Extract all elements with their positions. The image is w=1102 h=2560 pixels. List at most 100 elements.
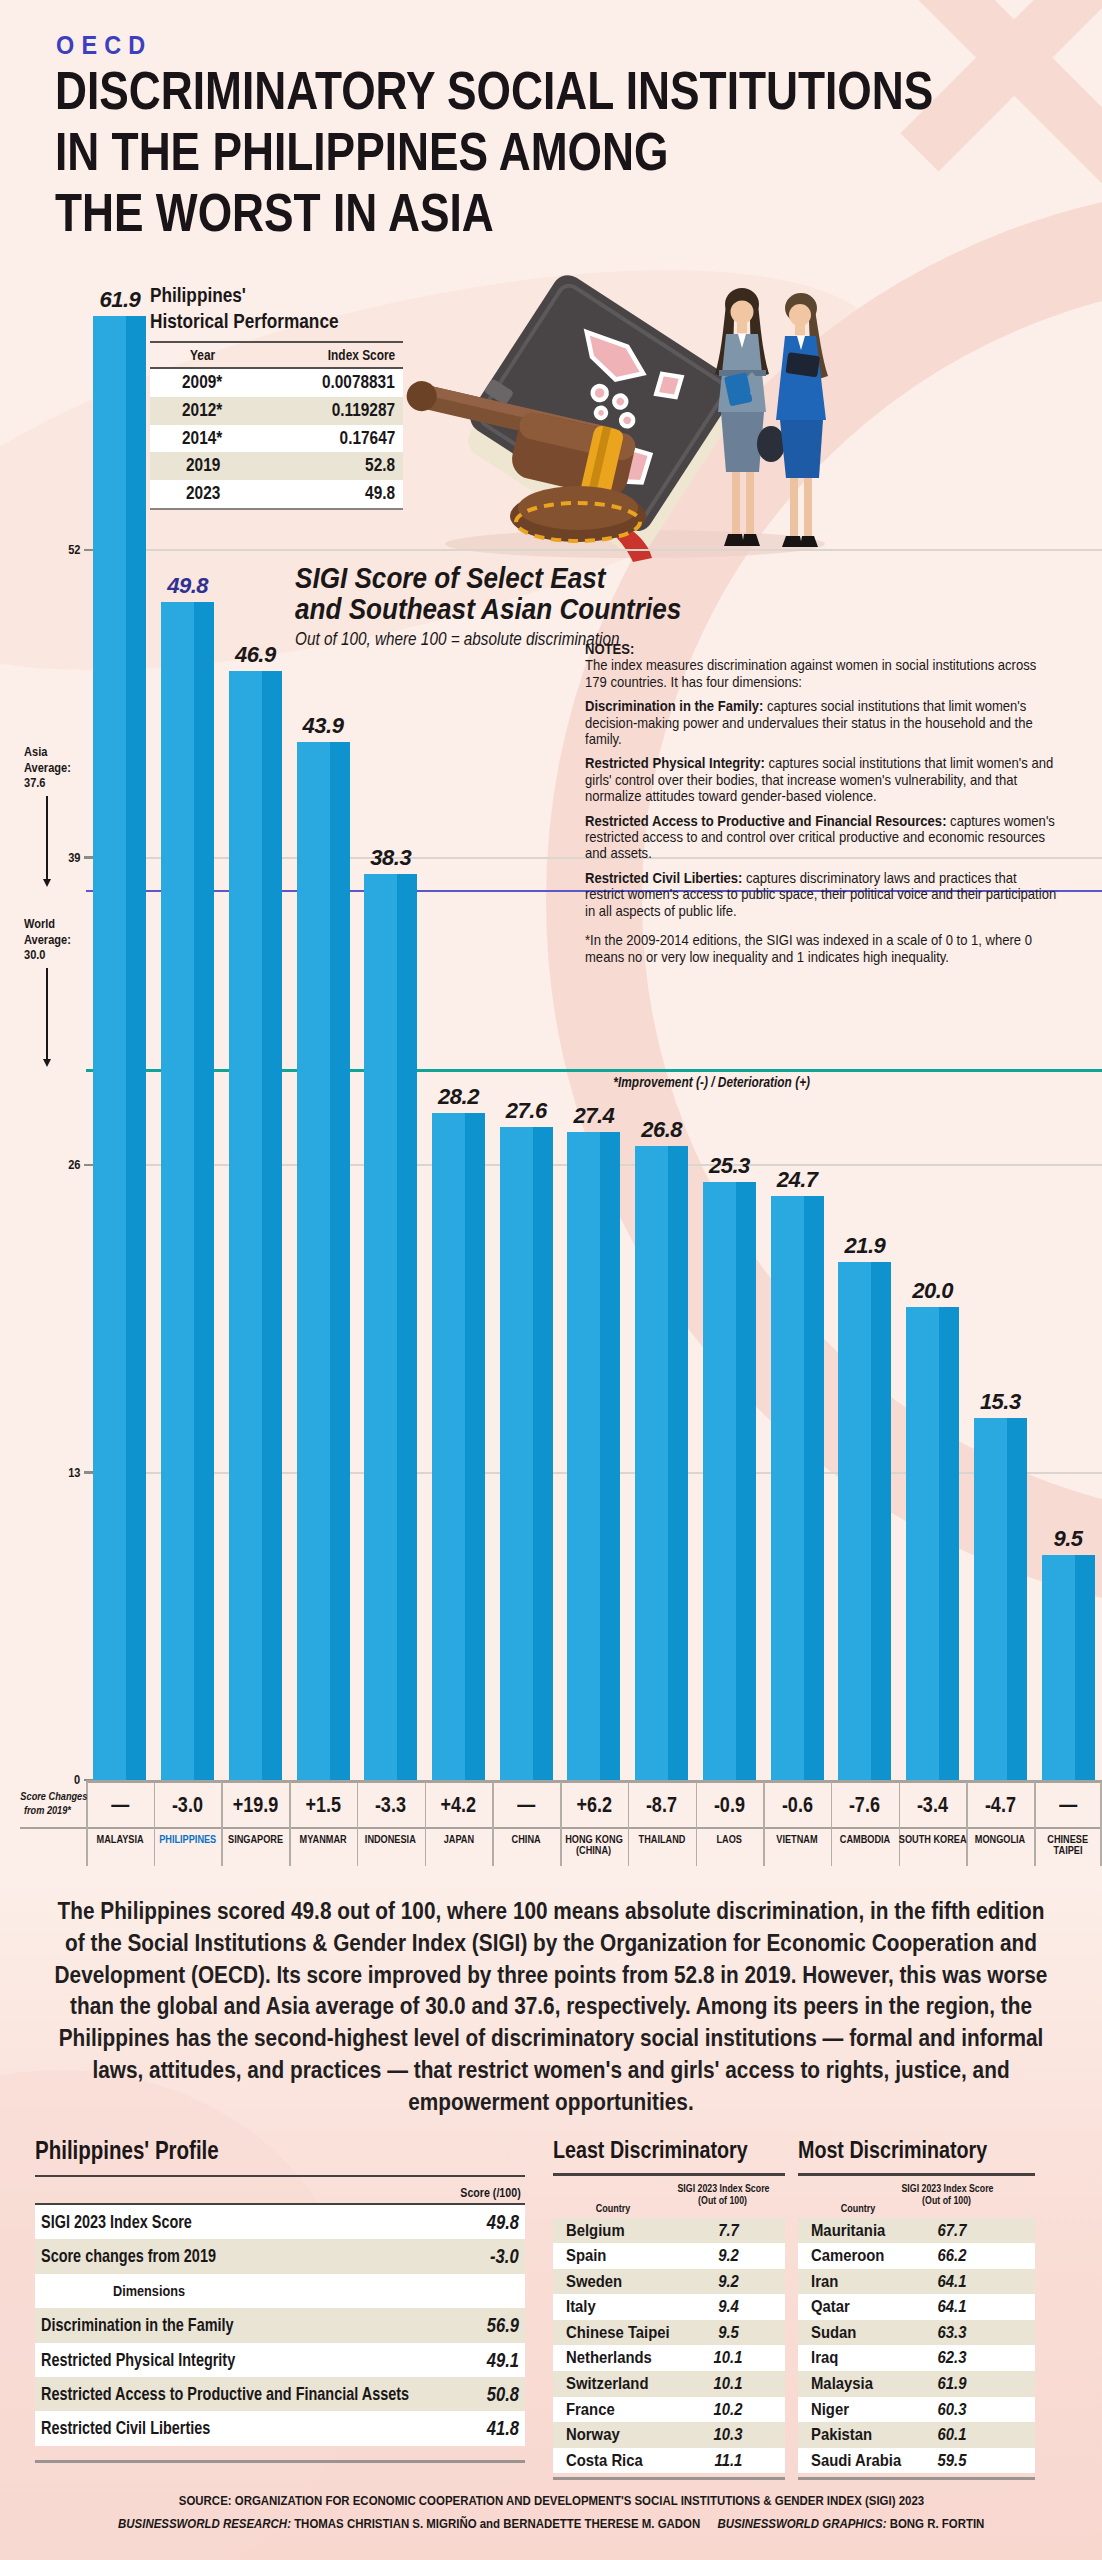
least-score: 11.1 xyxy=(693,2451,763,2470)
text: MONGOLIA xyxy=(975,1834,1025,1845)
text: 52 xyxy=(68,542,80,557)
text: 25.3 xyxy=(709,1153,750,1179)
text: 49.8 xyxy=(167,573,208,599)
score-change-12: -7.6 xyxy=(831,1792,899,1818)
country-label-14: MONGOLIA xyxy=(962,1834,1038,1845)
most-score: 67.7 xyxy=(917,2221,987,2240)
score-change-4: +1.5 xyxy=(289,1792,357,1818)
text: -3.0 xyxy=(172,1792,203,1818)
least-discriminatory-table: Least Discriminatory CountrySIGI 2023 Ind… xyxy=(553,2136,785,2480)
text: Chinese Taipei xyxy=(566,2323,670,2342)
least-score: 10.1 xyxy=(693,2374,763,2393)
text: CAMBODIA xyxy=(840,1834,890,1845)
bar-value-14: 15.3 xyxy=(958,1389,1042,1415)
text: Niger xyxy=(811,2400,849,2419)
text: 46.9 xyxy=(235,642,276,668)
notes-dimension-lead: Discrimination in the Family: xyxy=(585,698,763,714)
most-score: 60.3 xyxy=(917,2400,987,2419)
text: -3.4 xyxy=(917,1792,948,1818)
asia-average-arrow-head xyxy=(43,879,51,887)
country-label-13: SOUTH KOREA xyxy=(895,1834,971,1845)
most-row: Malaysia61.9 xyxy=(798,2371,1035,2397)
country-label-5: INDONESIA xyxy=(353,1834,429,1845)
notes-dimension-lead: Restricted Physical Integrity: xyxy=(585,755,765,771)
least-row: Sweden9.2 xyxy=(553,2269,785,2295)
least-country: Chinese Taipei xyxy=(566,2323,681,2342)
source-text-segment xyxy=(700,2516,717,2531)
text: 49.1 xyxy=(487,2349,519,2372)
most-row: Iraq62.3 xyxy=(798,2345,1035,2371)
country-label-12: CAMBODIA xyxy=(827,1834,903,1845)
text: Philippines' Profile xyxy=(35,2136,219,2165)
bar-china xyxy=(500,1127,553,1780)
text: 21.9 xyxy=(844,1233,885,1259)
least-country: Costa Rica xyxy=(566,2451,651,2470)
bar-singapore xyxy=(229,671,282,1780)
least-score: 7.7 xyxy=(693,2221,763,2240)
bar-mongolia xyxy=(974,1418,1027,1780)
most-country: Sudan xyxy=(811,2323,861,2342)
score-change-9: -8.7 xyxy=(628,1792,696,1818)
text: 26.8 xyxy=(641,1117,682,1143)
least-row: Spain9.2 xyxy=(553,2243,785,2269)
tick-label-39: 39 xyxy=(36,850,80,865)
text: -0.9 xyxy=(714,1792,745,1818)
tick-label-26: 26 xyxy=(36,1157,80,1172)
bar-value-13: 20.0 xyxy=(891,1278,975,1304)
profile-row-label: Restricted Physical Integrity xyxy=(41,2349,297,2371)
least-row: Chinese Taipei9.5 xyxy=(553,2320,785,2346)
score-change-5: -3.3 xyxy=(357,1792,425,1818)
bar-thailand xyxy=(635,1146,688,1780)
most-score: 59.5 xyxy=(917,2451,987,2470)
text: +1.5 xyxy=(305,1792,341,1818)
profile-row: SIGI 2023 Index Score49.8 xyxy=(35,2205,525,2239)
least-country: France xyxy=(566,2400,620,2419)
text: SIGI 2023 Index Score xyxy=(677,2182,769,2195)
most-rule-bottom xyxy=(798,2477,1035,2480)
score-change-8: +6.2 xyxy=(560,1792,628,1818)
text: 64.1 xyxy=(938,2297,967,2316)
tick-label-0: 0 xyxy=(36,1772,80,1787)
source-line-2: BUSINESSWORLD RESEARCH: THOMAS CHRISTIAN… xyxy=(0,2516,1102,2531)
text: +4.2 xyxy=(441,1792,477,1818)
score-change-7: — xyxy=(492,1792,560,1818)
text: 10.2 xyxy=(714,2400,743,2419)
asia-average-label: AsiaAverage:37.6 xyxy=(24,744,94,791)
notes-heading: NOTES: xyxy=(585,641,1057,657)
source-brand-segment: BUSINESSWORLD GRAPHICS: xyxy=(717,2516,889,2531)
bar-vietnam xyxy=(771,1196,824,1780)
text: Average: xyxy=(24,760,71,776)
text: (CHINA) xyxy=(576,1845,611,1856)
least-score: 9.4 xyxy=(693,2297,763,2316)
text: 27.4 xyxy=(574,1103,615,1129)
bar-hong-kong-china- xyxy=(567,1132,620,1780)
text: 60.1 xyxy=(938,2425,967,2444)
text: PHILIPPINES xyxy=(159,1834,216,1845)
bar-cambodia xyxy=(838,1262,891,1780)
score-change-2: -3.0 xyxy=(154,1792,222,1818)
source-brand-segment: BUSINESSWORLD RESEARCH: xyxy=(118,2516,294,2531)
country-label-7: CHINA xyxy=(488,1834,564,1845)
text: Least Discriminatory xyxy=(553,2136,748,2164)
text: SINGAPORE xyxy=(228,1834,283,1845)
profile-row-label: SIGI 2023 Index Score xyxy=(41,2211,240,2233)
text: — xyxy=(517,1792,535,1818)
text: 63.3 xyxy=(938,2323,967,2342)
text: Pakistan xyxy=(811,2425,872,2444)
text: 43.9 xyxy=(303,713,344,739)
score-change-6: +4.2 xyxy=(425,1792,493,1818)
score-change-11: -0.6 xyxy=(763,1792,831,1818)
profile-score-header-text: Score (/100) xyxy=(447,2185,521,2200)
least-col-headers: CountrySIGI 2023 Index Score(Out of 100) xyxy=(553,2176,785,2218)
text: Restricted Access to Productive and Fina… xyxy=(41,2383,409,2405)
least-title: Least Discriminatory xyxy=(553,2136,785,2164)
least-country: Netherlands xyxy=(566,2348,661,2367)
text: 37.6 xyxy=(24,775,46,791)
least-country: Switzerland xyxy=(566,2374,658,2393)
text: 56.9 xyxy=(487,2314,519,2337)
notes-dimension-3: Restricted Access to Productive and Fina… xyxy=(585,813,1057,862)
text: from 2019* xyxy=(23,1804,70,1818)
text: 26 xyxy=(68,1157,80,1172)
text: 11.1 xyxy=(714,2451,742,2470)
most-country: Iran xyxy=(811,2272,841,2291)
